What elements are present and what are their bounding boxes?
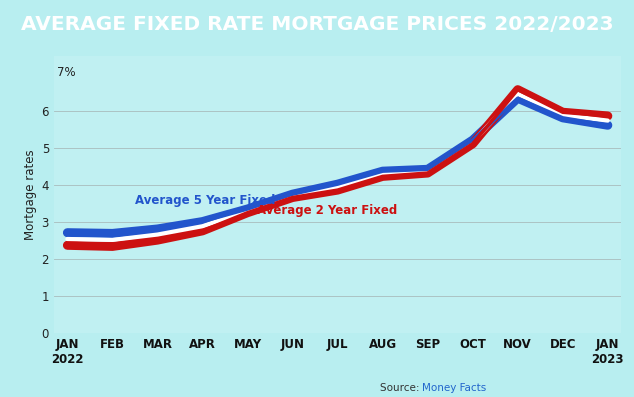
Text: Source:: Source: (380, 383, 423, 393)
Text: Money Facts: Money Facts (422, 383, 486, 393)
Text: 7%: 7% (58, 66, 76, 79)
Text: Average 2 Year Fixed: Average 2 Year Fixed (257, 204, 397, 217)
Text: AVERAGE FIXED RATE MORTGAGE PRICES 2022/2023: AVERAGE FIXED RATE MORTGAGE PRICES 2022/… (21, 15, 613, 34)
Text: Average 5 Year Fixed: Average 5 Year Fixed (135, 194, 275, 207)
Y-axis label: Mortgage rates: Mortgage rates (24, 149, 37, 240)
